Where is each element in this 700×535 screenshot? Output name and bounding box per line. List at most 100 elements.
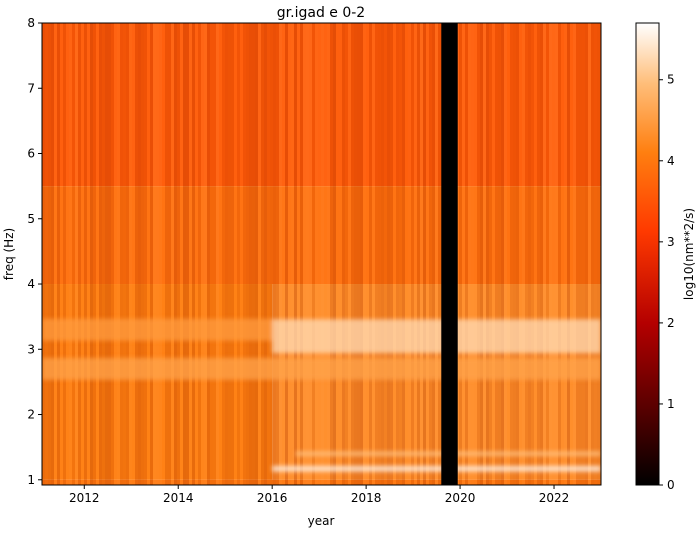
x-tick-label: 2018 bbox=[351, 491, 382, 505]
heatmap-texture-stripe bbox=[156, 23, 159, 485]
heatmap-texture-stripe bbox=[429, 23, 432, 485]
heatmap-texture-stripe bbox=[87, 23, 90, 485]
heatmap-texture-stripe bbox=[252, 23, 255, 485]
heatmap-texture-stripe bbox=[225, 23, 228, 485]
heatmap-texture-stripe bbox=[432, 23, 435, 485]
heatmap-texture-stripe bbox=[279, 23, 282, 485]
heatmap-texture-stripe bbox=[351, 23, 354, 485]
heatmap-texture-stripe bbox=[360, 23, 363, 485]
heatmap-texture-stripe bbox=[171, 23, 174, 485]
heatmap-texture-stripe bbox=[534, 23, 537, 485]
heatmap-texture-stripe bbox=[381, 23, 384, 485]
heatmap-texture-stripe bbox=[477, 23, 480, 485]
heatmap-texture-stripe bbox=[387, 23, 390, 485]
heatmap-texture-stripe bbox=[531, 23, 534, 485]
colorbar-gradient bbox=[635, 22, 660, 486]
heatmap-texture-stripe bbox=[234, 23, 237, 485]
heatmap-texture-stripe bbox=[183, 23, 186, 485]
heatmap-texture-stripe bbox=[198, 23, 201, 485]
x-axis-label: year bbox=[308, 514, 335, 528]
heatmap-cell bbox=[42, 186, 601, 285]
heatmap-cell bbox=[42, 284, 273, 480]
heatmap-texture-stripe bbox=[264, 23, 267, 485]
heatmap-band bbox=[42, 357, 601, 380]
heatmap-texture-stripe bbox=[150, 23, 153, 485]
heatmap-texture-stripe bbox=[504, 23, 507, 485]
colorbar-tick-label: 4 bbox=[667, 154, 675, 168]
heatmap-texture-stripe bbox=[405, 23, 408, 485]
heatmap-texture-stripe bbox=[129, 23, 132, 485]
heatmap-texture-stripe bbox=[555, 23, 558, 485]
heatmap-data-gap bbox=[441, 23, 458, 485]
heatmap-texture-stripe bbox=[426, 23, 429, 485]
y-tick-label: 4 bbox=[27, 277, 35, 291]
heatmap-texture-stripe bbox=[246, 23, 249, 485]
colorbar-tick-label: 5 bbox=[667, 73, 675, 87]
heatmap-cell bbox=[42, 479, 601, 485]
x-tick-label: 2020 bbox=[445, 491, 476, 505]
heatmap-texture-stripe bbox=[408, 23, 411, 485]
heatmap-texture-stripe bbox=[261, 23, 264, 485]
heatmap-texture-stripe bbox=[540, 23, 543, 485]
heatmap-texture-stripe bbox=[570, 23, 573, 485]
heatmap-texture-stripe bbox=[138, 23, 141, 485]
heatmap-texture-stripe bbox=[57, 23, 60, 485]
y-axis: 1 2 3 4 5 6 7 8 bbox=[27, 16, 42, 487]
heatmap-texture-stripe bbox=[126, 23, 129, 485]
heatmap-texture-stripe bbox=[60, 23, 63, 485]
heatmap-texture-stripe bbox=[102, 23, 105, 485]
y-tick-label: 7 bbox=[27, 81, 35, 95]
heatmap-texture-stripe bbox=[291, 23, 294, 485]
heatmap-texture-stripe bbox=[396, 23, 399, 485]
heatmap-texture-stripe bbox=[363, 23, 366, 485]
heatmap-texture-stripe bbox=[231, 23, 234, 485]
heatmap-texture-stripe bbox=[72, 23, 75, 485]
heatmap-texture-stripe bbox=[45, 23, 48, 485]
heatmap-texture-stripe bbox=[537, 23, 540, 485]
y-tick-label: 1 bbox=[27, 473, 35, 487]
heatmap-texture-stripe bbox=[324, 23, 327, 485]
heatmap-texture-stripe bbox=[471, 23, 474, 485]
heatmap-texture-stripe bbox=[546, 23, 549, 485]
heatmap-texture-stripe bbox=[174, 23, 177, 485]
heatmap-texture-stripe bbox=[177, 23, 180, 485]
heatmap-texture-stripe bbox=[402, 23, 405, 485]
heatmap-texture-stripe bbox=[366, 23, 369, 485]
heatmap-texture-stripe bbox=[459, 23, 462, 485]
heatmap-texture-stripe bbox=[117, 23, 120, 485]
heatmap-texture-stripe bbox=[168, 23, 171, 485]
heatmap-texture-stripe bbox=[321, 23, 324, 485]
heatmap-texture-stripe bbox=[576, 23, 579, 485]
heatmap-texture-stripe bbox=[465, 23, 468, 485]
y-tick-label: 3 bbox=[27, 342, 35, 356]
heatmap-texture-stripe bbox=[69, 23, 72, 485]
x-tick-label: 2012 bbox=[69, 491, 100, 505]
heatmap-texture-stripe bbox=[132, 23, 135, 485]
heatmap-texture-stripe bbox=[348, 23, 351, 485]
heatmap-texture-stripe bbox=[114, 23, 117, 485]
heatmap-texture-stripe bbox=[591, 23, 594, 485]
heatmap-texture-stripe bbox=[135, 23, 138, 485]
heatmap-texture-stripe bbox=[153, 23, 156, 485]
heatmap-texture-stripe bbox=[201, 23, 204, 485]
y-tick-label: 8 bbox=[27, 16, 35, 30]
heatmap-texture-stripe bbox=[258, 23, 261, 485]
heatmap-texture-stripe bbox=[423, 23, 426, 485]
heatmap-texture-stripe bbox=[54, 23, 57, 485]
heatmap-texture-stripe bbox=[543, 23, 546, 485]
heatmap-texture-stripe bbox=[141, 23, 144, 485]
heatmap-texture-stripe bbox=[558, 23, 561, 485]
heatmap-texture-stripe bbox=[288, 23, 291, 485]
heatmap-texture-stripe bbox=[249, 23, 252, 485]
heatmap-texture-stripe bbox=[585, 23, 588, 485]
heatmap-texture-stripe bbox=[180, 23, 183, 485]
colorbar: 0 1 2 3 4 5 log10(nm**2/s) bbox=[635, 22, 696, 492]
heatmap-texture-stripe bbox=[501, 23, 504, 485]
heatmap-texture-stripe bbox=[99, 23, 102, 485]
heatmap-texture-stripe bbox=[438, 23, 441, 485]
x-tick-label: 2022 bbox=[539, 491, 570, 505]
heatmap-texture-stripe bbox=[561, 23, 564, 485]
heatmap-texture-stripe bbox=[267, 23, 270, 485]
heatmap-texture-stripe bbox=[309, 23, 312, 485]
